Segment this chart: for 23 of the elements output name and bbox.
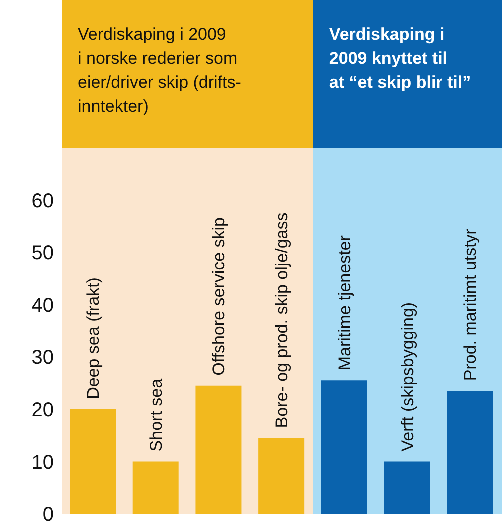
bar: [196, 386, 242, 514]
x-tick-label: Deep sea (frakt): [84, 278, 103, 400]
bar: [447, 391, 494, 514]
y-tick-label: 60: [32, 190, 54, 212]
bar: [132, 462, 179, 514]
x-tick-label: Short sea: [146, 378, 166, 452]
y-tick-label: 10: [32, 452, 54, 474]
x-tick-label: Prod. maritimt utstyr: [461, 228, 480, 382]
y-tick-label: 40: [32, 294, 54, 317]
y-tick-label: 20: [32, 400, 54, 422]
bar: [384, 462, 430, 514]
y-tick-label: 50: [32, 242, 54, 265]
x-tick-label: Offshore service skip: [210, 217, 229, 376]
x-tick-label: Verft (skipsbygging): [398, 302, 418, 452]
text: Verdiskaping i 2009 i norske rederier som eier/driver skip (drifts- inntekter): [78, 25, 242, 116]
x-tick-label: Bore- og prod. skip olje/gass: [272, 212, 292, 428]
bar: [321, 380, 368, 514]
y-tick-label: 30: [32, 347, 54, 370]
x-tick-label: Maritime tjenester: [335, 235, 354, 371]
text: Verdiskaping i 2009 knyttet til at “et skip blir til”: [329, 25, 472, 92]
bar: [258, 438, 305, 514]
y-tick-label: 0: [42, 504, 54, 526]
bar: [70, 409, 116, 514]
